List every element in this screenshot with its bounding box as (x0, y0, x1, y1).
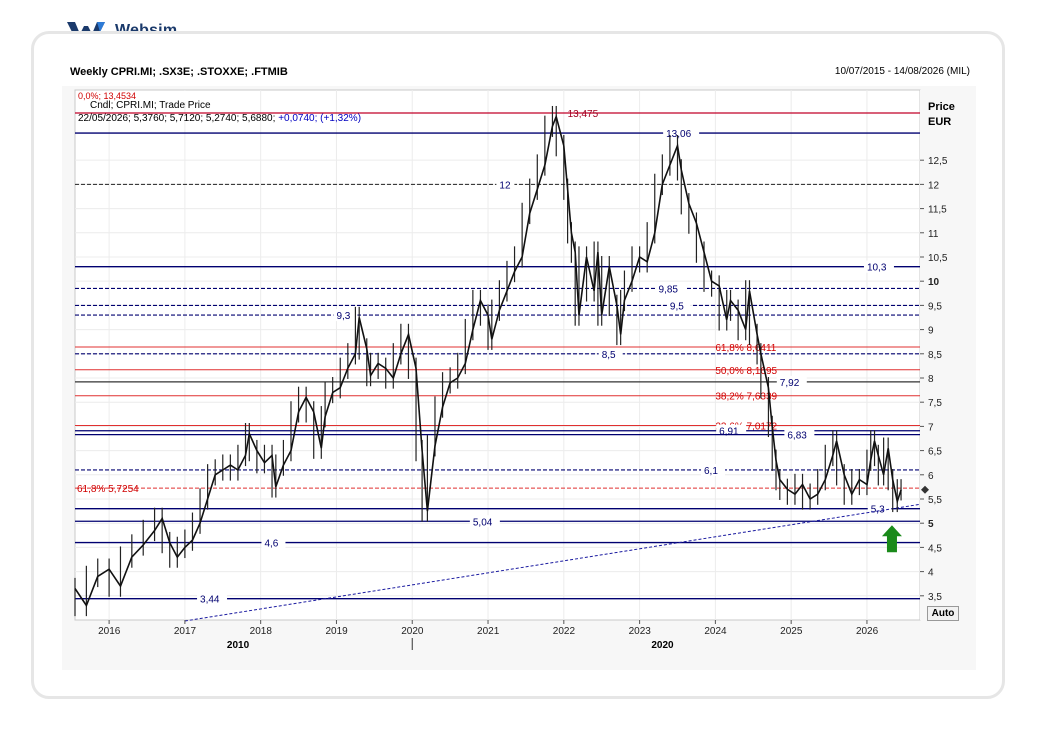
x-tick-label: 2026 (856, 626, 879, 637)
level-label-bg (261, 536, 286, 549)
y-tick-label: 8 (928, 374, 934, 385)
level-label: 13,475 (568, 109, 599, 120)
y-tick-label: 11,5 (928, 205, 947, 216)
level-label: 6,83 (787, 431, 807, 442)
legend-fib-label: 0,0%; 13,4534 (78, 91, 136, 101)
level-label-bg (598, 347, 623, 360)
x-tick-label: 2017 (174, 626, 197, 637)
level-label-bg (496, 178, 515, 191)
fib-label: 50,0% 8,1695 (715, 366, 777, 377)
y-tick-label: 5,5 (928, 495, 942, 506)
fib-label: 61,8% 8,6411 (715, 343, 776, 354)
level-label-bg (867, 502, 892, 515)
y-tick-label: 12 (928, 180, 940, 191)
y-tick-label: 10 (928, 277, 940, 288)
auto-scale-button[interactable]: Auto (927, 606, 959, 621)
up-arrow-icon (881, 525, 902, 553)
y-tick-label: 12,5 (928, 156, 948, 167)
level-label-bg (469, 515, 500, 528)
axis-title-currency: EUR (928, 116, 951, 128)
y-tick-label: 10,5 (928, 253, 948, 264)
trendline (184, 503, 921, 622)
legend-bg (76, 91, 226, 102)
y-tick-label: 5 (928, 519, 934, 530)
level-label: 9,85 (659, 284, 679, 295)
level-label: 10,3 (867, 263, 887, 274)
level-label: 5,04 (473, 517, 493, 528)
level-label: 13,06 (666, 129, 691, 140)
x-tick-label: 2021 (477, 626, 500, 637)
fib-label: 23,6% 7,0172 (715, 422, 777, 433)
level-label: 6,91 (719, 427, 739, 438)
x-tick-label: 2019 (325, 626, 348, 637)
chart-title: Weekly CPRI.MI; .SX3E; .STOXXE; .FTMIB (70, 66, 288, 78)
level-label: 3,44 (200, 595, 220, 606)
level-label-bg (716, 424, 747, 437)
y-tick-label: 9 (928, 326, 934, 337)
level-label: 9,3 (336, 311, 350, 322)
level-label-bg (666, 299, 691, 312)
level-label-bg (776, 375, 807, 388)
level-label: 6,1 (704, 466, 718, 477)
price-chart[interactable]: 61,8% 8,6411 50,0% 8,1695 38,2% 7,6339 23,6… (62, 86, 976, 670)
y-tick-label: 11 (928, 229, 939, 240)
level-label-bg (663, 127, 700, 140)
last-price-marker (921, 485, 929, 494)
axis-title-price: Price (928, 101, 955, 113)
y-axis (920, 90, 974, 620)
legend-change: +0,0740; (+1,32%) (278, 113, 361, 124)
y-tick-label: 8,5 (928, 350, 942, 361)
x-tick-label: 2025 (780, 626, 803, 637)
fib-label: 61,8% 5,7254 (77, 484, 139, 495)
legend-line2: 22/05/2026; 5,3760; 5,7120; 5,2740; 5,68… (78, 113, 361, 124)
price-series (74, 114, 902, 608)
x-tick-label: 2023 (629, 626, 652, 637)
x-decade-label: 2010 (227, 640, 250, 651)
x-tick-label: 2024 (704, 626, 727, 637)
level-label-bg (197, 592, 228, 605)
x-tick-label: 2020 (401, 626, 424, 637)
x-tick-label: 2022 (553, 626, 576, 637)
date-range: 10/07/2015 - 14/08/2026 (MIL) (834, 66, 970, 77)
y-tick-label: 6 (928, 471, 934, 482)
y-tick-label: 9,5 (928, 301, 942, 312)
y-tick-label: 3,5 (928, 592, 942, 603)
plot-area (74, 89, 921, 621)
x-tick-label: 2018 (250, 626, 273, 637)
y-tick-label: 7 (928, 422, 934, 433)
y-tick-label: 4 (928, 568, 934, 579)
level-label: 5,3 (871, 505, 885, 516)
legend-line1: Cndl; CPRI.MI; Trade Price (90, 100, 211, 111)
y-tick-label: 7,5 (928, 398, 942, 409)
x-decade-label: 2020 (651, 640, 674, 651)
level-label-bg (863, 260, 894, 273)
level-label-bg (655, 282, 686, 295)
level-label: 9,5 (670, 301, 684, 312)
level-label: 8,5 (602, 350, 616, 361)
level-label-bg (333, 309, 358, 322)
y-tick-label: 6,5 (928, 447, 942, 458)
fib-label: 38,2% 7,6339 (715, 392, 777, 403)
level-label: 4,6 (264, 539, 278, 550)
level-label-bg (701, 463, 726, 476)
level-label: 7,92 (780, 378, 800, 389)
y-tick-label: 4,5 (928, 543, 942, 554)
level-label: 12 (499, 180, 511, 191)
level-label-bg (784, 428, 815, 441)
x-tick-label: 2016 (98, 626, 121, 637)
